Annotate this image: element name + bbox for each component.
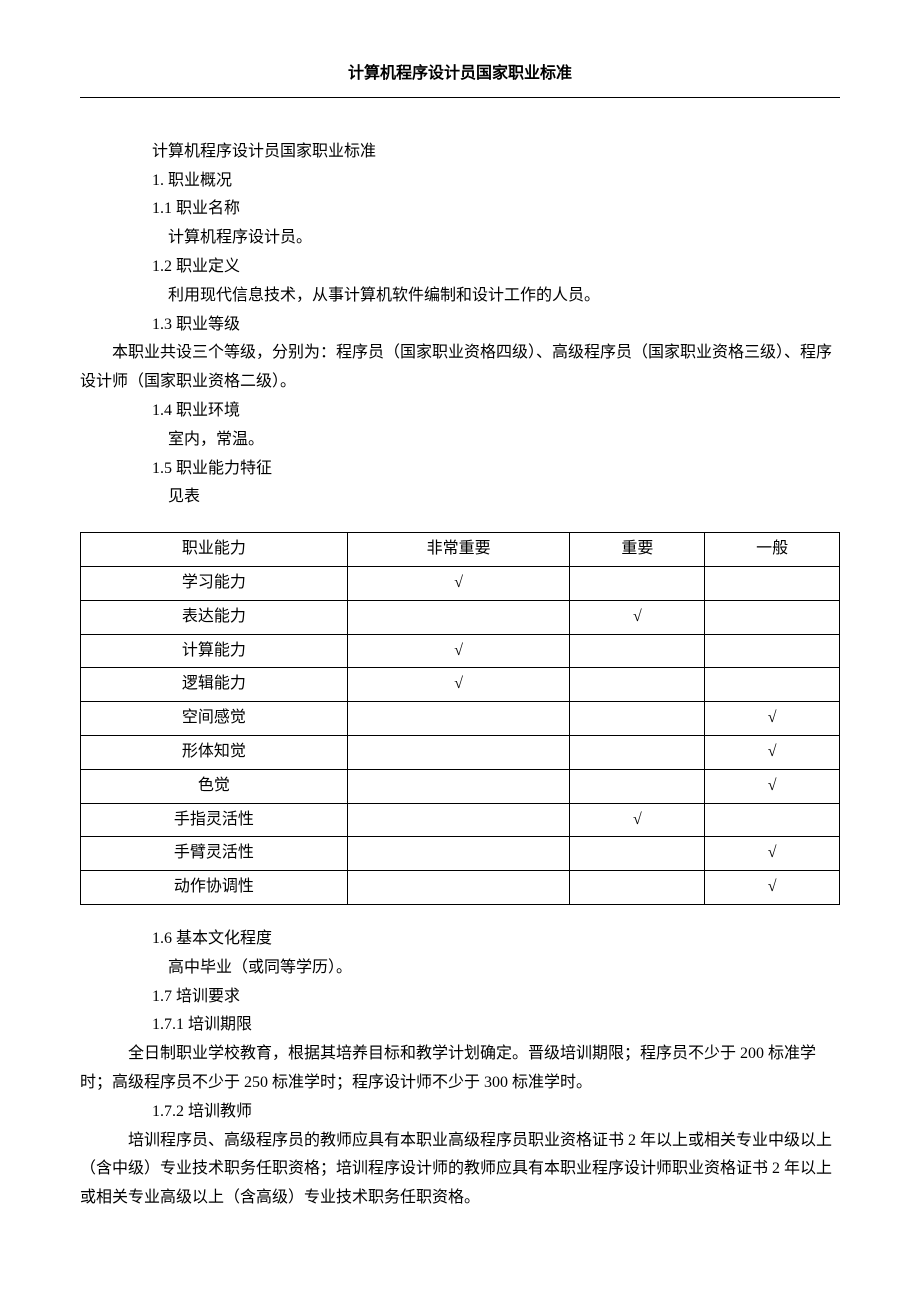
table-cell	[570, 837, 705, 871]
section-1-1-body: 计算机程序设计员。	[120, 224, 800, 253]
table-cell: 手指灵活性	[81, 803, 348, 837]
section-1-7-1: 1.7.1 培训期限	[120, 1011, 800, 1040]
table-row: 表达能力 √	[81, 600, 840, 634]
section-1-4-body: 室内，常温。	[120, 426, 800, 455]
section-1-5: 1.5 职业能力特征	[120, 455, 800, 484]
section-1-3-body: 本职业共设三个等级，分别为：程序员（国家职业资格四级）、高级程序员（国家职业资格…	[80, 339, 840, 397]
table-cell: 表达能力	[81, 600, 348, 634]
table-cell: √	[347, 566, 570, 600]
col-general: 一般	[705, 533, 840, 567]
table-cell: √	[347, 668, 570, 702]
section-1-1: 1.1 职业名称	[120, 195, 800, 224]
col-very-important: 非常重要	[347, 533, 570, 567]
table-row: 逻辑能力√	[81, 668, 840, 702]
section-1-7: 1.7 培训要求	[120, 983, 800, 1012]
table-cell: 手臂灵活性	[81, 837, 348, 871]
table-cell	[347, 769, 570, 803]
table-cell	[347, 735, 570, 769]
table-cell	[570, 566, 705, 600]
document-body-2: 1.4 职业环境 室内，常温。 1.5 职业能力特征 见表	[80, 397, 840, 512]
page-header-title: 计算机程序设计员国家职业标准	[80, 60, 840, 89]
table-cell	[705, 668, 840, 702]
table-cell	[705, 634, 840, 668]
table-cell	[705, 803, 840, 837]
table-cell: 计算能力	[81, 634, 348, 668]
table-cell	[347, 702, 570, 736]
table-row: 手臂灵活性 √	[81, 837, 840, 871]
table-cell: 形体知觉	[81, 735, 348, 769]
table-row: 动作协调性 √	[81, 871, 840, 905]
table-row: 学习能力√	[81, 566, 840, 600]
table-row: 形体知觉 √	[81, 735, 840, 769]
table-row: 色觉 √	[81, 769, 840, 803]
table-cell	[570, 668, 705, 702]
table-cell	[347, 837, 570, 871]
section-1-3: 1.3 职业等级	[120, 311, 800, 340]
ability-table: 职业能力 非常重要 重要 一般 学习能力√表达能力√计算能力√逻辑能力√空间感觉…	[80, 532, 840, 905]
table-cell	[347, 803, 570, 837]
table-cell	[705, 600, 840, 634]
table-cell: 色觉	[81, 769, 348, 803]
section-1-4: 1.4 职业环境	[120, 397, 800, 426]
section-1-2-body: 利用现代信息技术，从事计算机软件编制和设计工作的人员。	[120, 282, 800, 311]
document-body: 计算机程序设计员国家职业标准 1. 职业概况 1.1 职业名称 计算机程序设计员…	[80, 138, 840, 340]
table-cell: 逻辑能力	[81, 668, 348, 702]
col-important: 重要	[570, 533, 705, 567]
table-cell	[570, 735, 705, 769]
section-1-7-2-body: 培训程序员、高级程序员的教师应具有本职业高级程序员职业资格证书 2 年以上或相关…	[80, 1127, 840, 1213]
section-1-6-body: 高中毕业（或同等学历）。	[120, 954, 800, 983]
table-cell	[570, 871, 705, 905]
header-divider	[80, 97, 840, 98]
table-cell: √	[705, 769, 840, 803]
doc-title: 计算机程序设计员国家职业标准	[120, 138, 800, 167]
section-1-2: 1.2 职业定义	[120, 253, 800, 282]
table-row: 手指灵活性 √	[81, 803, 840, 837]
col-ability: 职业能力	[81, 533, 348, 567]
table-cell: √	[705, 871, 840, 905]
table-cell	[705, 566, 840, 600]
table-cell: 学习能力	[81, 566, 348, 600]
section-1-7-2: 1.7.2 培训教师	[120, 1098, 800, 1127]
table-cell	[347, 600, 570, 634]
table-cell: 空间感觉	[81, 702, 348, 736]
table-cell	[570, 769, 705, 803]
table-cell: √	[347, 634, 570, 668]
section-1-6: 1.6 基本文化程度	[120, 925, 800, 954]
table-cell: √	[570, 803, 705, 837]
section-1-5-body: 见表	[120, 483, 800, 512]
table-cell	[570, 634, 705, 668]
table-cell	[347, 871, 570, 905]
table-row: 空间感觉 √	[81, 702, 840, 736]
section-1-7-1-body: 全日制职业学校教育，根据其培养目标和教学计划确定。晋级培训期限；程序员不少于 2…	[80, 1040, 840, 1098]
table-cell	[570, 702, 705, 736]
table-cell: 动作协调性	[81, 871, 348, 905]
section-1: 1. 职业概况	[120, 167, 800, 196]
document-body-3: 1.6 基本文化程度 高中毕业（或同等学历）。 1.7 培训要求 1.7.1 培…	[80, 925, 840, 1040]
table-cell: √	[705, 735, 840, 769]
document-body-4: 1.7.2 培训教师	[80, 1098, 840, 1127]
table-header-row: 职业能力 非常重要 重要 一般	[81, 533, 840, 567]
table-cell: √	[570, 600, 705, 634]
table-row: 计算能力√	[81, 634, 840, 668]
table-cell: √	[705, 837, 840, 871]
table-cell: √	[705, 702, 840, 736]
